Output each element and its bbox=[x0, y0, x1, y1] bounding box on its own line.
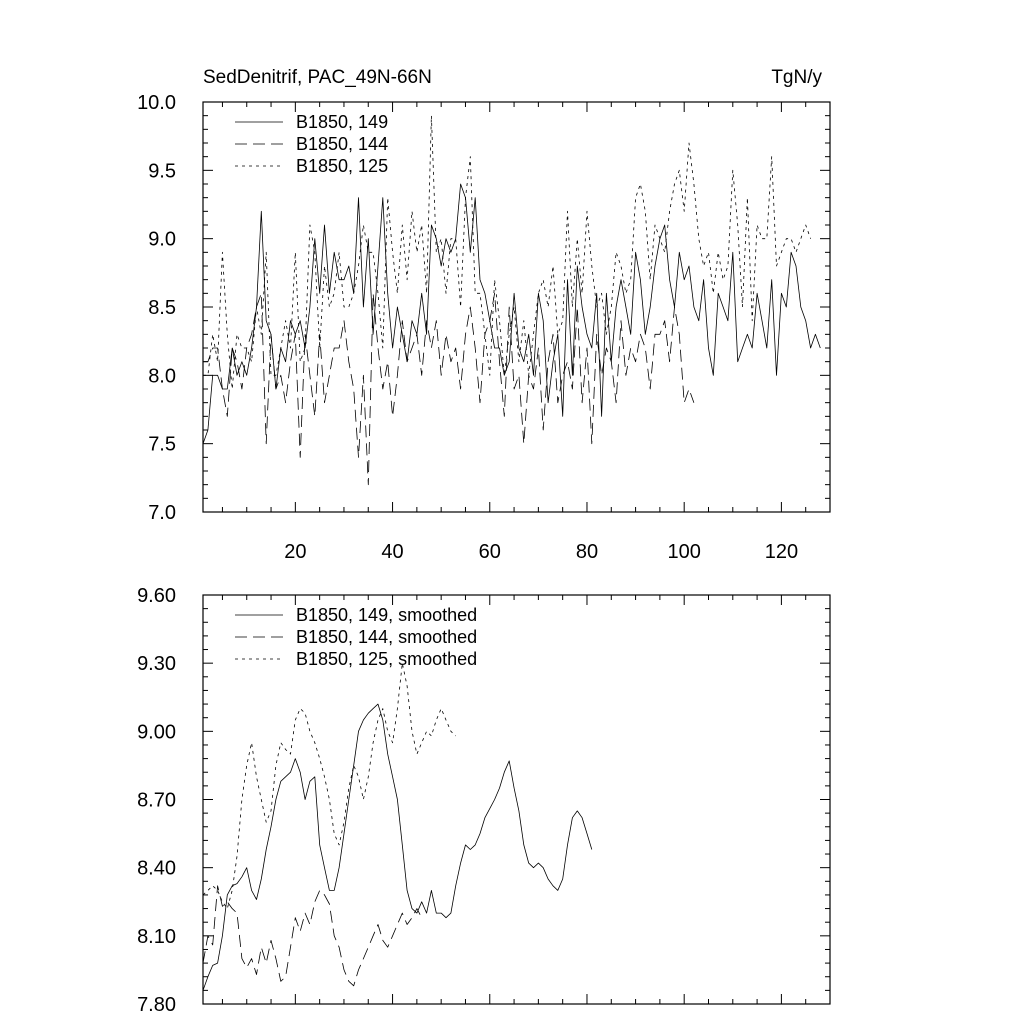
y-tick-label: 9.5 bbox=[148, 160, 176, 182]
top-series-lines bbox=[202, 115, 821, 486]
x-tick-label: 100 bbox=[667, 541, 700, 563]
legend-label-3: B1850, 125 bbox=[296, 156, 388, 176]
bottom-axis-labels: 7.80 8.10 8.40 8.70 9.00 9.30 9.60 bbox=[137, 585, 176, 1016]
y-tick-label: 8.10 bbox=[137, 926, 176, 948]
y-tick-label: 8.70 bbox=[137, 790, 176, 812]
y-tick-label: 7.5 bbox=[148, 434, 176, 456]
series-line-3 bbox=[202, 662, 456, 909]
series-line-2 bbox=[202, 885, 423, 987]
y-tick-label: 9.0 bbox=[148, 229, 176, 251]
x-tick-label: 80 bbox=[576, 541, 598, 563]
legend-label-1: B1850, 149, smoothed bbox=[296, 605, 477, 625]
legend-label-3: B1850, 125, smoothed bbox=[296, 649, 477, 669]
legend-label-2: B1850, 144 bbox=[296, 134, 388, 154]
y-tick-label: 8.5 bbox=[148, 297, 176, 319]
top-axis-labels: 7.0 7.5 8.0 8.5 9.0 9.5 10.0 20 40 60 80 100 120 bbox=[137, 92, 798, 563]
y-tick-label: 9.60 bbox=[137, 585, 176, 607]
y-tick-label: 9.30 bbox=[137, 653, 176, 675]
series-line-3 bbox=[203, 115, 811, 390]
y-tick-label: 10.0 bbox=[137, 92, 176, 114]
y-tick-label: 7.80 bbox=[137, 994, 176, 1016]
series-line-1 bbox=[202, 183, 821, 444]
x-tick-label: 40 bbox=[381, 541, 403, 563]
top-panel: SedDenitrif, PAC_49N-66N TgN/y 7.0 7.5 8.0… bbox=[137, 67, 831, 563]
series-line-1 bbox=[202, 703, 593, 991]
legend-label-2: B1850, 144, smoothed bbox=[296, 627, 477, 647]
bottom-axis-ticks bbox=[203, 594, 830, 1005]
y-tick-label: 9.00 bbox=[137, 721, 176, 743]
x-tick-label: 20 bbox=[284, 541, 306, 563]
top-axis-ticks bbox=[203, 101, 830, 513]
y-tick-label: 8.0 bbox=[148, 365, 176, 387]
series-line-2 bbox=[203, 292, 695, 486]
top-chart-title: SedDenitrif, PAC_49N-66N bbox=[203, 67, 432, 88]
bottom-panel: 7.80 8.10 8.40 8.70 9.00 9.30 9.60 B1850, 149,… bbox=[137, 585, 831, 1016]
x-tick-label: 120 bbox=[765, 541, 798, 563]
y-tick-label: 7.0 bbox=[148, 502, 176, 524]
x-tick-label: 60 bbox=[479, 541, 501, 563]
top-chart-unit: TgN/y bbox=[771, 67, 822, 88]
bottom-series-lines bbox=[202, 662, 593, 991]
y-tick-label: 8.40 bbox=[137, 858, 176, 880]
legend-label-1: B1850, 149 bbox=[296, 112, 388, 132]
